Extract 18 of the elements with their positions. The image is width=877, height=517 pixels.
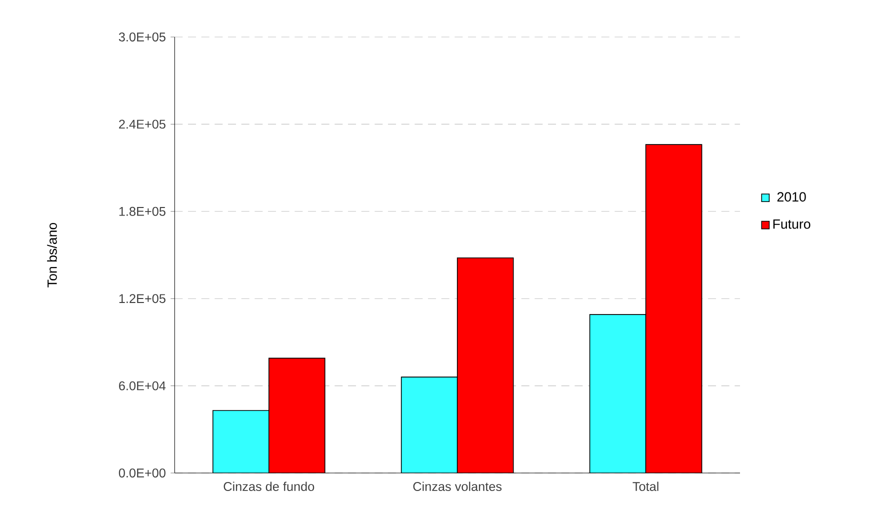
legend-label: Futuro	[773, 219, 810, 229]
bar	[645, 144, 702, 473]
bar	[400, 376, 458, 473]
bar	[589, 314, 646, 473]
y-tick-label: 1.8E+05	[119, 206, 166, 216]
bar	[212, 410, 270, 473]
y-axis-title: Ton bs/ano	[47, 222, 57, 288]
y-tick-label: 1.2E+05	[119, 294, 166, 304]
legend-label: 2010	[777, 192, 806, 202]
x-tick-label: Cinzas volantes	[413, 482, 502, 492]
y-tick-label: 0.0E+00	[118, 468, 166, 478]
y-tick-label: 6.0E+04	[119, 381, 166, 390]
y-tick-label: 2.4E+05	[119, 120, 166, 129]
bar	[268, 358, 326, 473]
y-tick-label: 3.0E+05	[118, 32, 166, 42]
x-tick-label: Total	[632, 482, 658, 492]
x-tick-label: Cinzas de fundo	[224, 482, 314, 492]
bar	[456, 258, 514, 473]
